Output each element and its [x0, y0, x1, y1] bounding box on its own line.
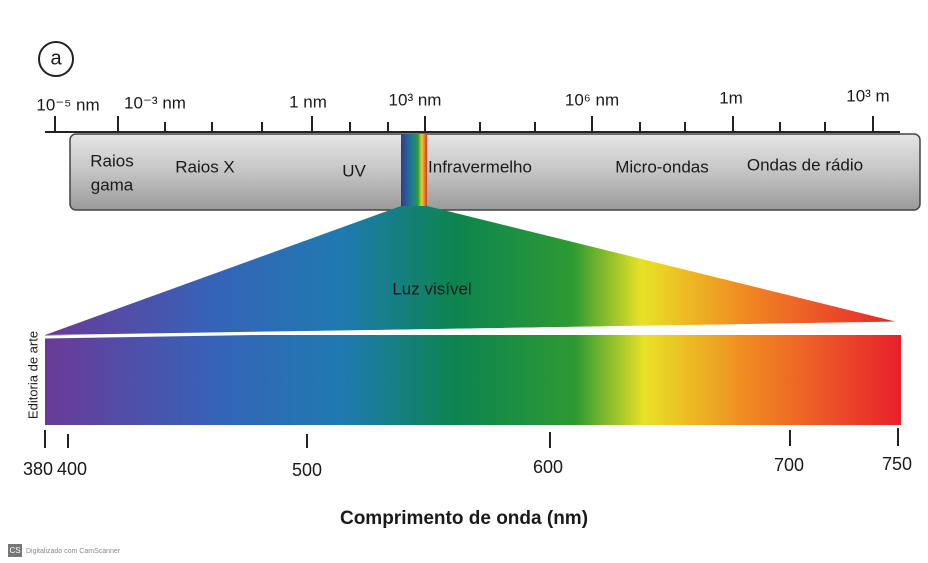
bottom-tick-label: 750 [882, 454, 912, 474]
top-tick-label: 10⁶ nm [565, 90, 619, 109]
bottom-tick-label: 380 [23, 459, 53, 479]
top-tick-label: 1m [719, 88, 743, 107]
band-label: UV [342, 161, 366, 180]
bottom-tick-label: 700 [774, 455, 804, 475]
visible-label: Luz visível [392, 279, 471, 298]
bottom-ticks [45, 428, 898, 448]
bottom-tick-label: 600 [533, 457, 563, 477]
top-tick-label: 10³ nm [389, 90, 442, 109]
bottom-tick-label: 400 [57, 459, 87, 479]
major-ticks [55, 116, 873, 132]
footer-icon: CS [9, 546, 20, 555]
credit: Editoria de arte [25, 331, 40, 419]
visible-slit [401, 134, 427, 210]
diagram: a 10⁻⁵ nm 10⁻³ nm 1 nm 10³ nm 10⁶ nm 1m … [0, 0, 928, 563]
top-tick-label: 1 nm [289, 92, 327, 111]
visible-spectrum [45, 335, 901, 425]
bottom-tick-label: 500 [292, 460, 322, 480]
band-label: Micro-ondas [615, 157, 709, 176]
band-label: Raios [90, 151, 133, 170]
panel-label: a [50, 47, 62, 69]
visible-fan [45, 206, 897, 335]
axis-title: Comprimento de onda (nm) [340, 508, 588, 529]
band-label: Ondas de rádio [747, 155, 863, 174]
minor-ticks [165, 122, 825, 132]
footer-text: Digitalizado com CamScanner [26, 548, 121, 555]
band-label: gama [91, 175, 134, 194]
band-label: Raios X [175, 157, 235, 176]
top-tick-label: 10³ m [846, 86, 889, 105]
top-tick-label: 10⁻⁵ nm [36, 95, 99, 114]
top-tick-label: 10⁻³ nm [124, 93, 186, 112]
band-label: Infravermelho [428, 157, 532, 176]
